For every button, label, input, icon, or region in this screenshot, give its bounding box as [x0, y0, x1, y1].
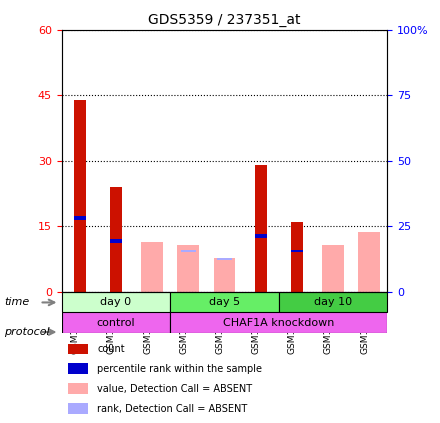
Bar [68, 363, 88, 374]
Bar [68, 343, 88, 354]
Bar [322, 244, 344, 292]
Bar [291, 222, 303, 292]
Text: rank, Detection Call = ABSENT: rank, Detection Call = ABSENT [97, 404, 248, 414]
Bar [255, 234, 267, 238]
Text: value, Detection Call = ABSENT: value, Detection Call = ABSENT [97, 384, 253, 394]
Bar [213, 258, 235, 292]
FancyBboxPatch shape [62, 292, 170, 312]
Text: day 10: day 10 [314, 297, 352, 307]
Text: time: time [4, 297, 29, 308]
Bar [255, 165, 267, 292]
Text: count: count [97, 344, 125, 354]
Bar [110, 239, 122, 242]
Bar [68, 383, 88, 394]
Bar [110, 187, 122, 292]
Bar [217, 258, 232, 260]
FancyBboxPatch shape [62, 312, 170, 333]
FancyBboxPatch shape [170, 312, 387, 333]
Bar [68, 403, 88, 414]
Bar [141, 242, 163, 292]
Bar [358, 231, 380, 292]
FancyBboxPatch shape [170, 292, 279, 312]
Text: day 5: day 5 [209, 297, 240, 307]
Text: control: control [96, 318, 135, 327]
FancyBboxPatch shape [279, 292, 387, 312]
Bar [177, 244, 199, 292]
Bar [291, 250, 303, 253]
Title: GDS5359 / 237351_at: GDS5359 / 237351_at [148, 13, 301, 27]
Bar [74, 99, 86, 292]
Text: percentile rank within the sample: percentile rank within the sample [97, 364, 262, 374]
Text: protocol: protocol [4, 327, 50, 337]
Text: CHAF1A knockdown: CHAF1A knockdown [223, 318, 334, 327]
Bar [74, 216, 86, 220]
Bar [181, 250, 196, 253]
Text: day 0: day 0 [100, 297, 132, 307]
